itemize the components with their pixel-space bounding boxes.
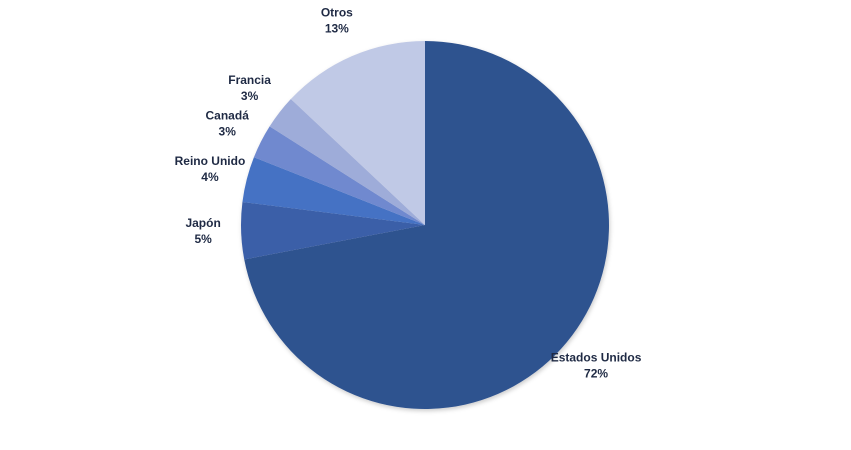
pie-slice <box>244 41 609 409</box>
pie-slice <box>269 99 425 225</box>
slice-label: Francia <box>228 73 271 87</box>
value-label: 3% <box>241 89 259 103</box>
slice-label: Canadá <box>206 108 250 122</box>
value-label: 4% <box>201 170 219 184</box>
slice-label: Japón <box>185 216 220 230</box>
value-label: 13% <box>325 21 349 35</box>
pie <box>241 41 609 409</box>
value-label: 3% <box>219 124 237 138</box>
pie-slice <box>242 157 425 225</box>
value-label: 5% <box>194 232 212 246</box>
pie-slice <box>290 41 425 225</box>
slice-label: Reino Unido <box>175 154 246 168</box>
pie-slice <box>241 201 425 260</box>
slice-label: Otros <box>321 5 353 19</box>
pie-slice <box>253 126 425 225</box>
value-label: 72% <box>584 367 608 381</box>
slice-label: Estados Unidos <box>551 351 642 365</box>
